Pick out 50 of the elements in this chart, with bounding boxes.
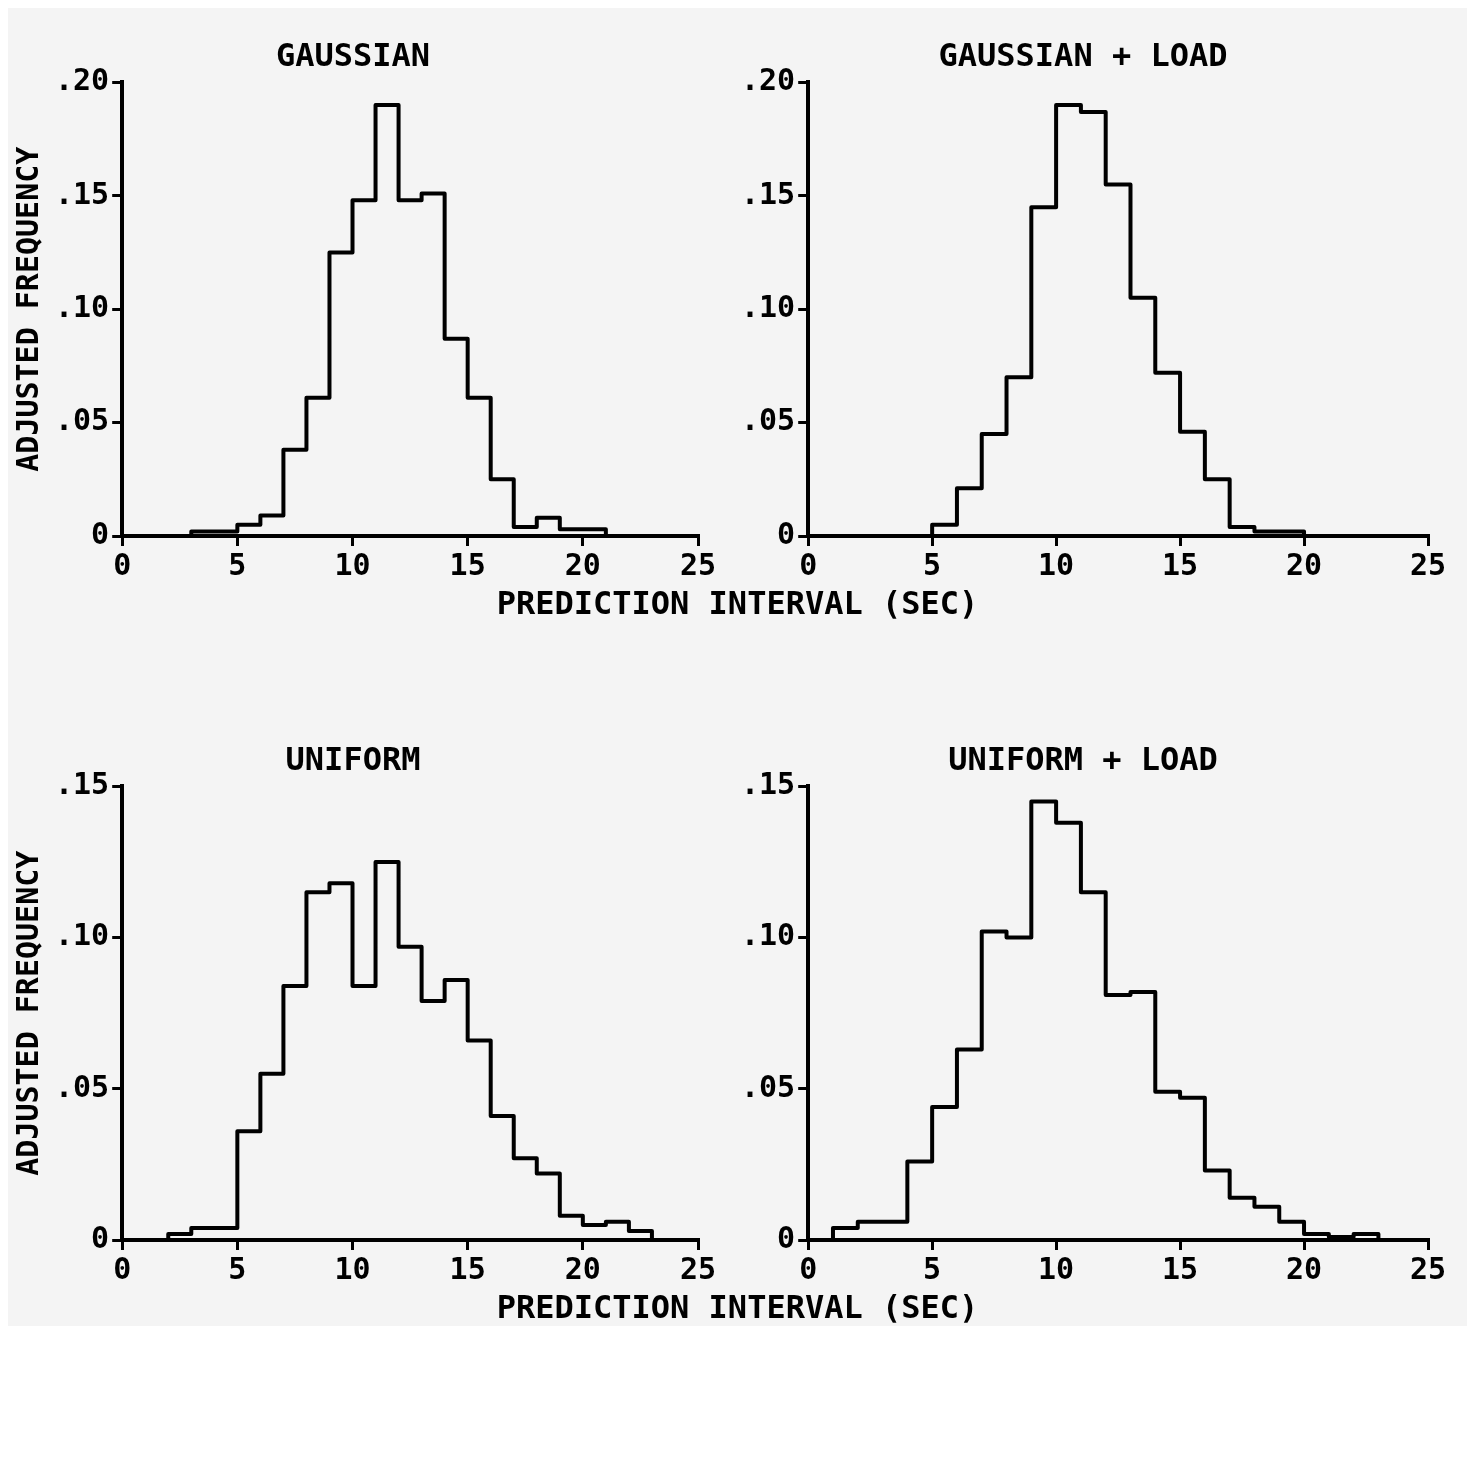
x-tick-label: 25 bbox=[679, 546, 717, 582]
y-tick-label: .05 bbox=[741, 1068, 796, 1104]
y-tick-label: 0 bbox=[91, 515, 110, 551]
x-tick-label: 20 bbox=[1285, 1250, 1323, 1286]
x-tick-label: 5 bbox=[923, 1250, 942, 1286]
x-tick-label: 15 bbox=[1162, 1250, 1199, 1286]
x-tick-label: 10 bbox=[334, 546, 371, 582]
y-axis-title: ADJUSTED FREQUENCY bbox=[9, 146, 45, 472]
x-tick-label: 10 bbox=[1038, 1250, 1075, 1286]
chart-title: UNIFORM + LOAD bbox=[948, 739, 1218, 778]
y-tick-label: .05 bbox=[55, 1068, 110, 1104]
x-tick-label: 20 bbox=[564, 546, 601, 582]
y-tick-label: .15 bbox=[55, 766, 110, 802]
y-tick-label: .10 bbox=[741, 289, 796, 324]
y-tick-label: .15 bbox=[741, 766, 796, 802]
y-axis-title: ADJUSTED FREQUENCY bbox=[9, 850, 45, 1176]
chart-title: GAUSSIAN + LOAD bbox=[938, 35, 1228, 74]
x-tick-label: 25 bbox=[1409, 1250, 1447, 1286]
x-tick-label: 20 bbox=[1285, 546, 1323, 582]
y-tick-label: .15 bbox=[741, 175, 796, 211]
x-tick-label: 5 bbox=[228, 1250, 247, 1286]
x-tick-label: 5 bbox=[923, 546, 942, 582]
y-tick-label: 0 bbox=[777, 1219, 796, 1255]
x-tick-label: 15 bbox=[449, 1250, 486, 1286]
y-tick-label: .20 bbox=[55, 62, 110, 98]
y-tick-label: .20 bbox=[741, 62, 796, 98]
x-tick-label: 15 bbox=[449, 546, 486, 582]
chart-title: GAUSSIAN bbox=[275, 35, 431, 74]
x-tick-label: 5 bbox=[228, 546, 247, 582]
y-tick-label: .10 bbox=[55, 917, 110, 953]
x-axis-title: PREDICTION INTERVAL (SEC) bbox=[495, 1288, 980, 1326]
x-tick-label: 10 bbox=[334, 1250, 371, 1286]
y-tick-label: .05 bbox=[55, 402, 110, 438]
x-tick-label: 0 bbox=[113, 546, 132, 582]
x-tick-label: 15 bbox=[1162, 546, 1199, 582]
y-tick-label: .05 bbox=[741, 402, 796, 438]
x-tick-label: 10 bbox=[1038, 546, 1075, 582]
x-tick-label: 20 bbox=[564, 1250, 601, 1286]
y-tick-label: 0 bbox=[777, 515, 796, 551]
y-tick-label: .15 bbox=[55, 175, 110, 211]
chart-title: UNIFORM bbox=[285, 739, 421, 778]
x-tick-label: 25 bbox=[679, 1250, 717, 1286]
y-tick-label: 0 bbox=[91, 1219, 110, 1255]
x-tick-label: 0 bbox=[113, 1250, 132, 1286]
x-tick-label: 0 bbox=[799, 1250, 818, 1286]
x-tick-label: 25 bbox=[1409, 546, 1447, 582]
y-tick-label: .10 bbox=[55, 289, 110, 324]
x-tick-label: 0 bbox=[799, 546, 818, 582]
y-tick-label: .10 bbox=[741, 917, 796, 953]
x-axis-title: PREDICTION INTERVAL (SEC) bbox=[495, 584, 980, 622]
